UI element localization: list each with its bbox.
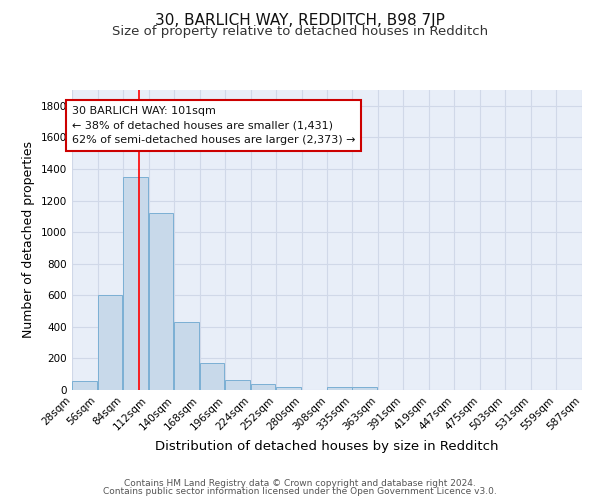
X-axis label: Distribution of detached houses by size in Redditch: Distribution of detached houses by size … (155, 440, 499, 453)
Bar (72, 380, 97, 390)
Bar (149, 213, 173, 390)
Bar (98, 296, 122, 390)
Bar (123, 177, 148, 390)
Text: Size of property relative to detached houses in Redditch: Size of property relative to detached ho… (112, 25, 488, 38)
Y-axis label: Number of detached properties: Number of detached properties (22, 142, 35, 338)
Text: Contains public sector information licensed under the Open Government Licence v3: Contains public sector information licen… (103, 487, 497, 496)
Bar (277, 387, 301, 390)
Bar (174, 322, 199, 390)
Bar (251, 384, 275, 390)
Text: 30 BARLICH WAY: 101sqm
← 38% of detached houses are smaller (1,431)
62% of semi-: 30 BARLICH WAY: 101sqm ← 38% of detached… (72, 106, 355, 146)
Bar (328, 387, 352, 390)
Bar (200, 363, 224, 390)
Text: Contains HM Land Registry data © Crown copyright and database right 2024.: Contains HM Land Registry data © Crown c… (124, 478, 476, 488)
Text: 30, BARLICH WAY, REDDITCH, B98 7JP: 30, BARLICH WAY, REDDITCH, B98 7JP (155, 12, 445, 28)
Bar (352, 387, 377, 390)
Bar (225, 380, 250, 390)
